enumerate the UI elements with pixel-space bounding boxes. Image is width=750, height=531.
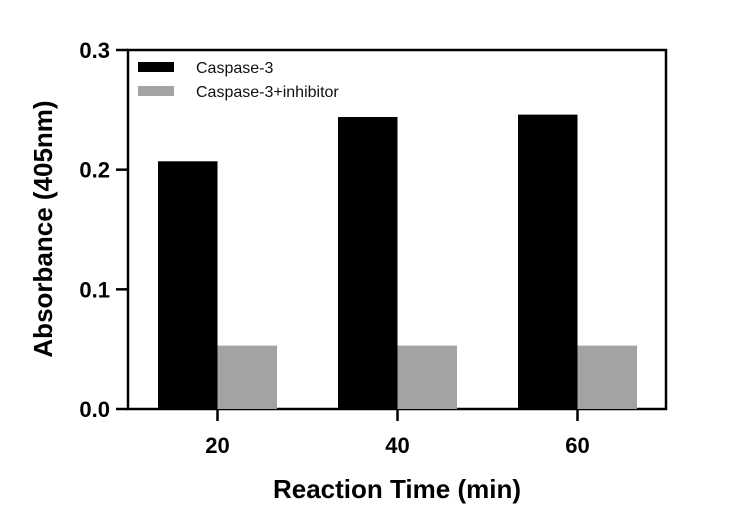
legend-swatch-caspase-3 xyxy=(138,62,174,72)
legend: Caspase-3 Caspase-3+inhibitor xyxy=(138,60,339,101)
bar-caspase-3-inhibitor-60 xyxy=(577,345,637,409)
bar-caspase-3-60 xyxy=(518,114,578,410)
bar-caspase-3-inhibitor-40 xyxy=(397,345,457,409)
x-axis: 20 40 60 xyxy=(205,409,590,458)
x-tick-label: 40 xyxy=(385,433,409,458)
y-axis-title: Absorbance (405nm) xyxy=(28,100,58,357)
legend-swatch-caspase-3-inhibitor xyxy=(138,86,174,96)
y-tick-label: 0.2 xyxy=(79,158,110,183)
x-tick-label: 20 xyxy=(205,433,229,458)
y-tick-label: 0.3 xyxy=(79,38,110,63)
legend-label-caspase-3-inhibitor: Caspase-3+inhibitor xyxy=(196,84,339,101)
bars xyxy=(158,114,637,410)
bar-caspase-3-20 xyxy=(158,161,218,409)
y-tick-label: 0.0 xyxy=(79,397,110,422)
x-tick-label: 60 xyxy=(565,433,589,458)
x-axis-title: Reaction Time (min) xyxy=(273,474,521,504)
bar-caspase-3-40 xyxy=(338,117,398,409)
y-axis: 0.0 0.1 0.2 0.3 xyxy=(79,38,128,422)
legend-label-caspase-3: Caspase-3 xyxy=(196,60,273,77)
y-tick-label: 0.1 xyxy=(79,277,110,302)
bar-caspase-3-inhibitor-20 xyxy=(217,345,277,409)
